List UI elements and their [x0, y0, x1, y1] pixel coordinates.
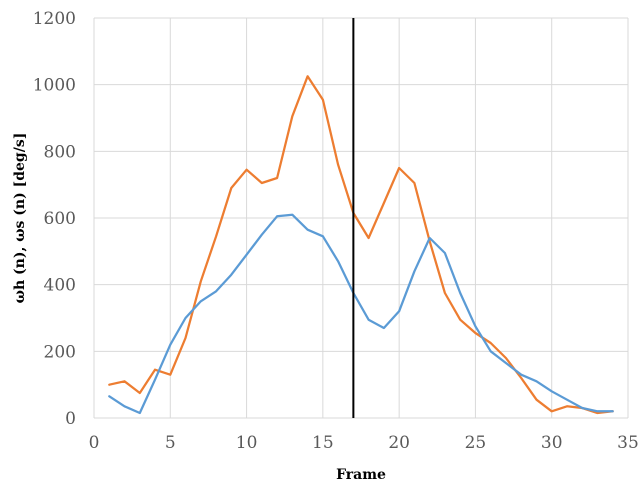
- x-tick-label: 35: [617, 433, 639, 453]
- x-tick-label: 25: [465, 433, 487, 453]
- y-tick-label: 400: [44, 276, 76, 296]
- x-tick-label: 5: [165, 433, 176, 453]
- y-tick-label: 1000: [33, 76, 76, 96]
- y-axis-title: ωh (n), ωs (n) [deg/s]: [12, 133, 28, 304]
- series-layer: [108, 75, 614, 415]
- y-tick-label: 1200: [33, 9, 76, 29]
- x-tick-label: 10: [236, 433, 258, 453]
- x-tick-label: 15: [312, 433, 334, 453]
- x-axis-title: Frame: [336, 467, 386, 483]
- grid: [93, 17, 629, 419]
- x-tick-label: 20: [388, 433, 410, 453]
- x-tick-label: 0: [89, 433, 100, 453]
- y-tick-label: 600: [44, 209, 76, 229]
- y-tick-label: 200: [44, 342, 76, 362]
- y-tick-label: 800: [44, 142, 76, 162]
- series-line-1: [108, 75, 614, 415]
- x-tick-label: 30: [541, 433, 563, 453]
- tick-labels: 0 5 10 15 20 25 30 35 0 200 400 600 800 1000 1200: [33, 9, 639, 453]
- y-tick-label: 0: [65, 409, 76, 429]
- series-line-2: [108, 213, 614, 415]
